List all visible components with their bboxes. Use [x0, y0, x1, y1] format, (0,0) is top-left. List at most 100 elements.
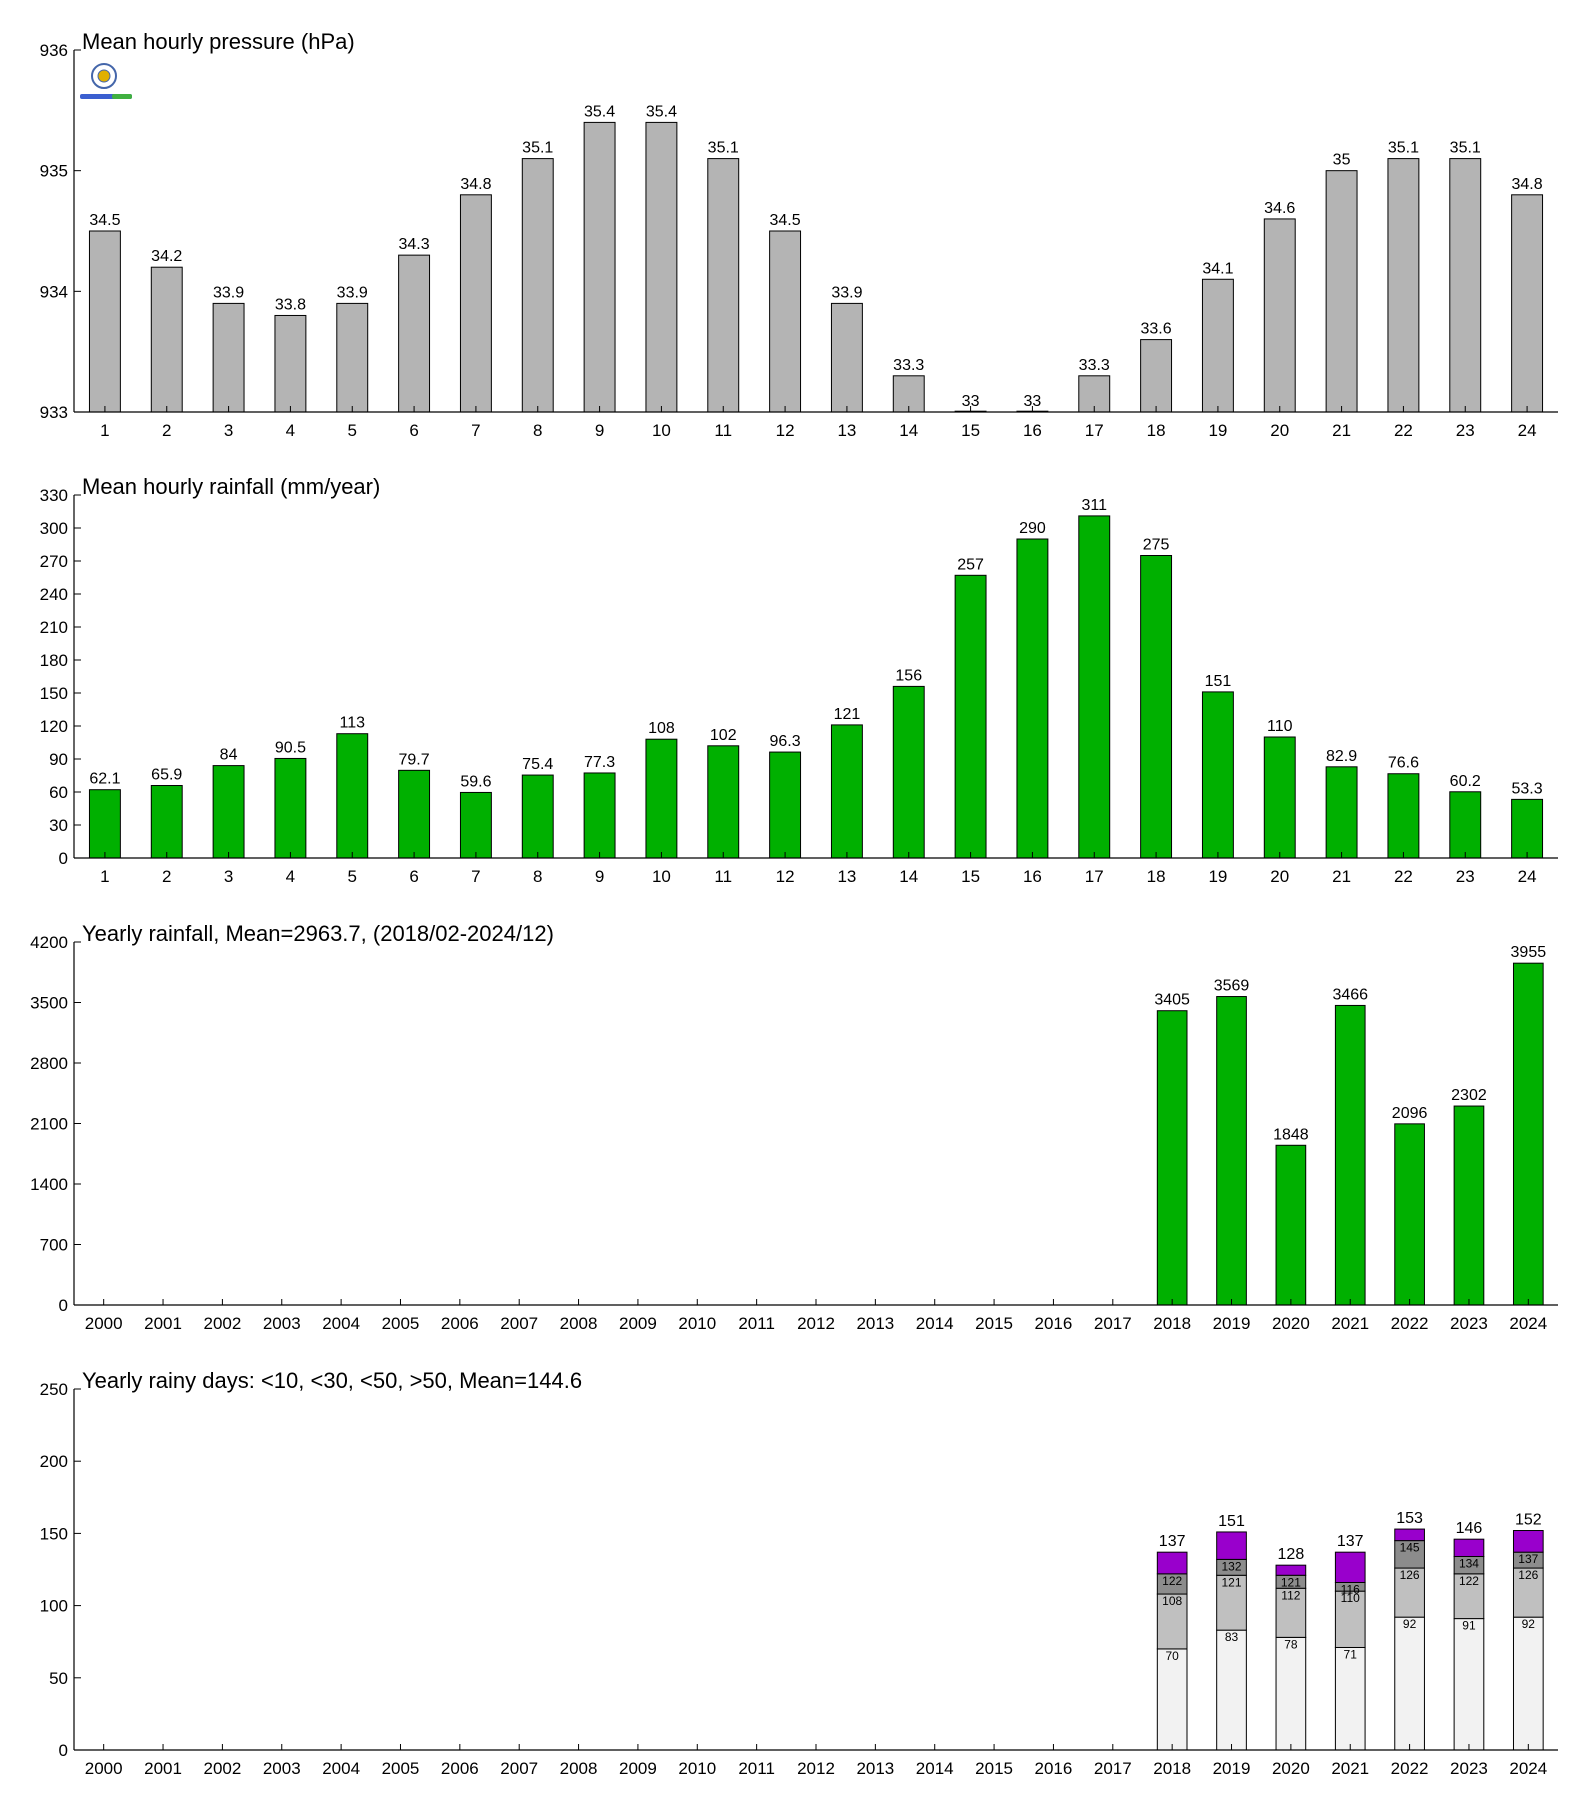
chart-panel-2: Mean hourly rainfall (mm/year)62.1 65.984… [40, 474, 1558, 886]
data-label: 156 [895, 667, 922, 684]
bar [274, 314, 307, 413]
bar [892, 685, 925, 859]
x-tick-label: 23 [1456, 867, 1475, 886]
x-tick-label: 24 [1518, 421, 1537, 440]
stack-segment [1394, 1528, 1425, 1542]
x-tick-label: 7 [471, 867, 480, 886]
stack-segment [1512, 1567, 1544, 1618]
x-tick-label: 18 [1147, 421, 1166, 440]
x-tick-label: 6 [409, 421, 418, 440]
x-tick-label: 3 [224, 867, 233, 886]
data-label: 151 [1205, 673, 1232, 690]
x-tick-label: 2014 [916, 1314, 954, 1333]
x-tick-label: 2000 [85, 1759, 123, 1778]
data-label: 1848 [1273, 1126, 1309, 1143]
x-tick-label: 4 [286, 867, 295, 886]
data-label: 33.9 [213, 284, 244, 301]
data-label: 33.8 [275, 296, 306, 313]
segment-label: 110 [1341, 1591, 1360, 1605]
x-tick-label: 2016 [1035, 1314, 1073, 1333]
stack-segment [1275, 1587, 1307, 1638]
x-tick-label: 2014 [916, 1759, 954, 1778]
x-tick-label: 2012 [797, 1759, 835, 1778]
data-label: 102 [710, 727, 737, 744]
data-label: 77.3 [584, 754, 615, 771]
segment-label: 112 [1281, 1588, 1300, 1602]
x-tick-label: 7 [471, 421, 480, 440]
x-tick-label: 2023 [1450, 1759, 1488, 1778]
x-tick-label: 2018 [1153, 1314, 1191, 1333]
x-tick-label: 2003 [263, 1314, 301, 1333]
stack-segment [1394, 1567, 1425, 1618]
data-label: 152 [1515, 1512, 1542, 1529]
x-tick-label: 2003 [263, 1759, 301, 1778]
bar [521, 774, 554, 859]
x-tick-label: 2008 [560, 1759, 598, 1778]
data-label: 34.1 [1202, 260, 1233, 277]
bar [88, 789, 121, 859]
y-tick-label: 700 [40, 1236, 68, 1255]
logo-wordmark-accent [112, 94, 132, 99]
bar [583, 772, 616, 859]
x-tick-label: 2017 [1094, 1314, 1132, 1333]
x-tick-label: 2001 [144, 1314, 182, 1333]
bar [1263, 736, 1296, 859]
data-label: 60.2 [1450, 773, 1481, 790]
bar [274, 757, 307, 859]
x-tick-label: 14 [899, 867, 918, 886]
x-tick-label: 2007 [500, 1314, 538, 1333]
x-tick-label: 2002 [203, 1314, 241, 1333]
bar [830, 724, 863, 859]
y-tick-label: 150 [40, 684, 68, 703]
y-tick-label: 933 [40, 403, 68, 422]
y-tick-label: 0 [59, 1741, 68, 1760]
bar [1263, 218, 1296, 413]
stack-segment [1275, 1636, 1307, 1751]
data-label: 79.7 [399, 751, 430, 768]
x-tick-label: 22 [1394, 421, 1413, 440]
x-tick-label: 15 [961, 867, 980, 886]
data-label: 290 [1019, 520, 1046, 537]
x-tick-label: 16 [1023, 421, 1042, 440]
stack-segment [1275, 1564, 1307, 1576]
x-tick-label: 13 [837, 421, 856, 440]
data-label: 62.1 [89, 771, 120, 788]
data-label: 33.3 [893, 357, 924, 374]
data-label: 35.4 [646, 103, 677, 120]
x-tick-label: 2008 [560, 1314, 598, 1333]
x-tick-label: 2024 [1509, 1314, 1547, 1333]
bar [1216, 996, 1247, 1306]
x-tick-label: 2009 [619, 1759, 657, 1778]
data-label: 90.5 [275, 739, 306, 756]
x-tick-label: 21 [1332, 867, 1351, 886]
stack-segment [1394, 1540, 1425, 1569]
segment-label: 122 [1162, 1574, 1182, 1588]
x-tick-label: 8 [533, 421, 542, 440]
x-tick-label: 24 [1518, 867, 1537, 886]
bar [1449, 158, 1482, 413]
data-label: 33.9 [337, 284, 368, 301]
x-tick-label: 2019 [1213, 1314, 1251, 1333]
bar [1016, 538, 1049, 859]
y-tick-label: 210 [40, 618, 68, 637]
y-tick-label: 90 [49, 750, 68, 769]
data-label: 128 [1278, 1546, 1305, 1563]
segment-label: 108 [1162, 1594, 1182, 1608]
segment-label: 126 [1400, 1568, 1420, 1582]
bar [1449, 791, 1482, 859]
stack-segment [1156, 1593, 1188, 1650]
bar [150, 785, 183, 859]
x-tick-label: 19 [1208, 421, 1227, 440]
segment-label: 91 [1462, 1619, 1476, 1633]
y-tick-label: 1400 [30, 1175, 68, 1194]
x-tick-label: 15 [961, 421, 980, 440]
x-tick-label: 20 [1270, 421, 1289, 440]
x-tick-label: 19 [1208, 867, 1227, 886]
chart-title: Yearly rainy days: <10, <30, <50, >50, M… [82, 1368, 582, 1393]
bar [707, 158, 740, 413]
data-label: 76.6 [1388, 755, 1419, 772]
y-tick-label: 2100 [30, 1115, 68, 1134]
stack-segment [1334, 1551, 1366, 1583]
data-label: 35.4 [584, 103, 615, 120]
